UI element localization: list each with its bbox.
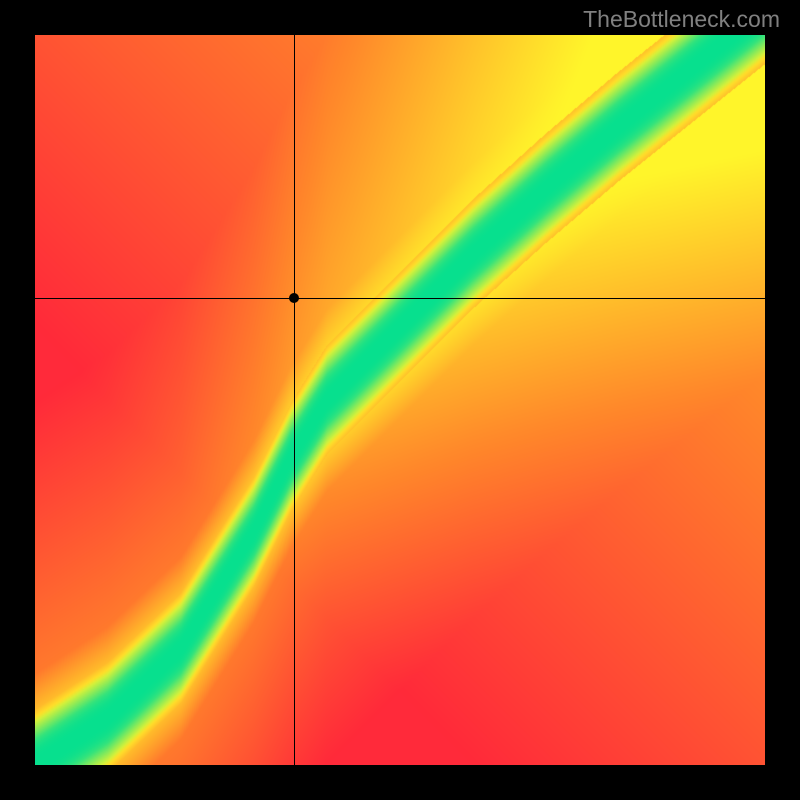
heatmap-plot	[35, 35, 765, 765]
heatmap-canvas	[35, 35, 765, 765]
watermark: TheBottleneck.com	[583, 6, 780, 33]
crosshair-vertical	[294, 35, 295, 765]
crosshair-horizontal	[35, 298, 765, 299]
crosshair-point	[289, 293, 299, 303]
